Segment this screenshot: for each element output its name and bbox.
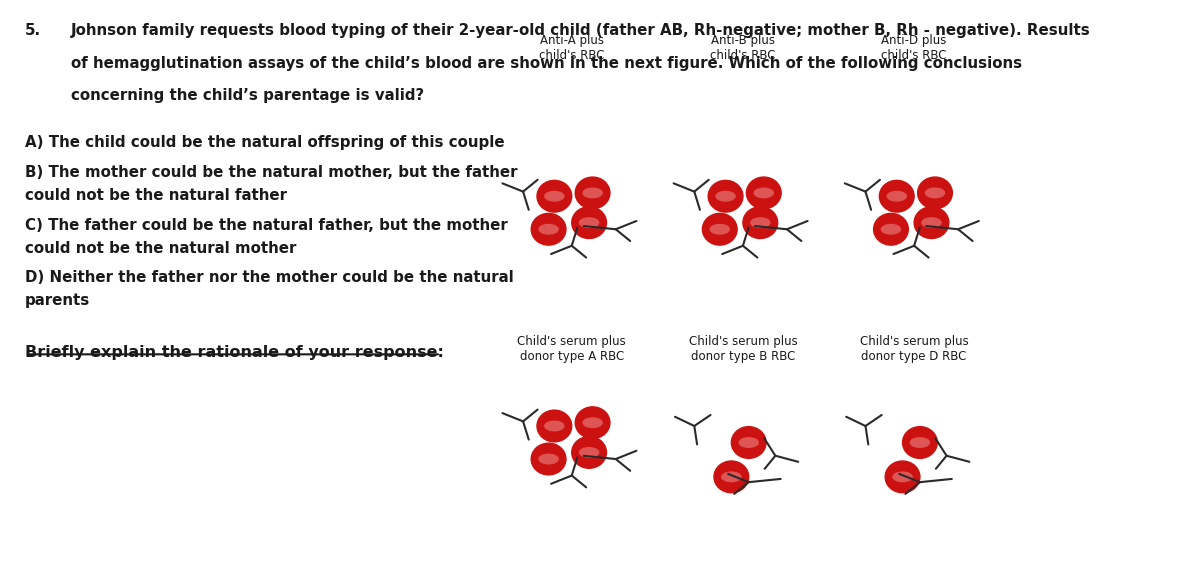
Ellipse shape (739, 438, 759, 447)
Ellipse shape (873, 213, 909, 245)
Text: C) The father could be the natural father, but the mother: C) The father could be the natural fathe… (25, 218, 507, 233)
Ellipse shape (579, 218, 598, 227)
Ellipse shape (893, 472, 912, 481)
Text: Anti-A plus
child's RBC: Anti-A plus child's RBC (539, 34, 604, 63)
Ellipse shape (910, 438, 930, 447)
Text: 5.: 5. (25, 23, 41, 38)
Text: Johnson family requests blood typing of their 2-year-old child (father AB, Rh-ne: Johnson family requests blood typing of … (71, 23, 1092, 38)
Ellipse shape (575, 407, 610, 438)
Text: parents: parents (25, 293, 90, 309)
Ellipse shape (732, 427, 766, 458)
Ellipse shape (579, 448, 598, 457)
Ellipse shape (747, 177, 781, 209)
Ellipse shape (572, 207, 607, 238)
Ellipse shape (925, 188, 944, 198)
Ellipse shape (708, 180, 743, 212)
Text: could not be the natural mother: could not be the natural mother (25, 241, 296, 256)
Ellipse shape (537, 410, 572, 442)
Ellipse shape (714, 461, 749, 493)
Text: could not be the natural father: could not be the natural father (25, 188, 287, 203)
Text: Briefly explain the rationale of your response:: Briefly explain the rationale of your re… (25, 345, 444, 360)
Ellipse shape (710, 224, 729, 234)
Ellipse shape (572, 437, 607, 468)
Ellipse shape (750, 218, 769, 227)
Ellipse shape (716, 191, 735, 201)
Ellipse shape (914, 207, 949, 238)
Ellipse shape (531, 213, 566, 245)
Text: concerning the child’s parentage is valid?: concerning the child’s parentage is vali… (71, 88, 425, 103)
Text: B) The mother could be the natural mother, but the father: B) The mother could be the natural mothe… (25, 165, 518, 180)
Text: Child's serum plus
donor type B RBC: Child's serum plus donor type B RBC (689, 335, 798, 363)
Text: Anti-D plus
child's RBC: Anti-D plus child's RBC (881, 34, 946, 63)
Text: Child's serum plus
donor type A RBC: Child's serum plus donor type A RBC (517, 335, 627, 363)
Ellipse shape (879, 180, 914, 212)
Text: A) The child could be the natural offspring of this couple: A) The child could be the natural offspr… (25, 135, 505, 150)
Text: Child's serum plus
donor type D RBC: Child's serum plus donor type D RBC (860, 335, 969, 363)
Ellipse shape (885, 461, 920, 493)
Ellipse shape (702, 213, 738, 245)
Ellipse shape (545, 421, 564, 431)
Ellipse shape (539, 224, 558, 234)
Ellipse shape (754, 188, 773, 198)
Ellipse shape (537, 180, 572, 212)
Text: Anti-B plus
child's RBC: Anti-B plus child's RBC (710, 34, 775, 63)
Ellipse shape (922, 218, 940, 227)
Text: of hemagglutination assays of the child’s blood are shown in the next figure. Wh: of hemagglutination assays of the child’… (71, 56, 1022, 71)
Ellipse shape (887, 191, 906, 201)
Ellipse shape (743, 207, 778, 238)
Ellipse shape (918, 177, 952, 209)
Ellipse shape (881, 224, 900, 234)
Ellipse shape (575, 177, 610, 209)
Text: D) Neither the father nor the mother could be the natural: D) Neither the father nor the mother cou… (25, 270, 513, 285)
Ellipse shape (583, 188, 602, 198)
Ellipse shape (722, 472, 741, 481)
Ellipse shape (539, 454, 558, 464)
Ellipse shape (903, 427, 937, 458)
Ellipse shape (531, 443, 566, 475)
Ellipse shape (545, 191, 564, 201)
Ellipse shape (583, 418, 602, 427)
